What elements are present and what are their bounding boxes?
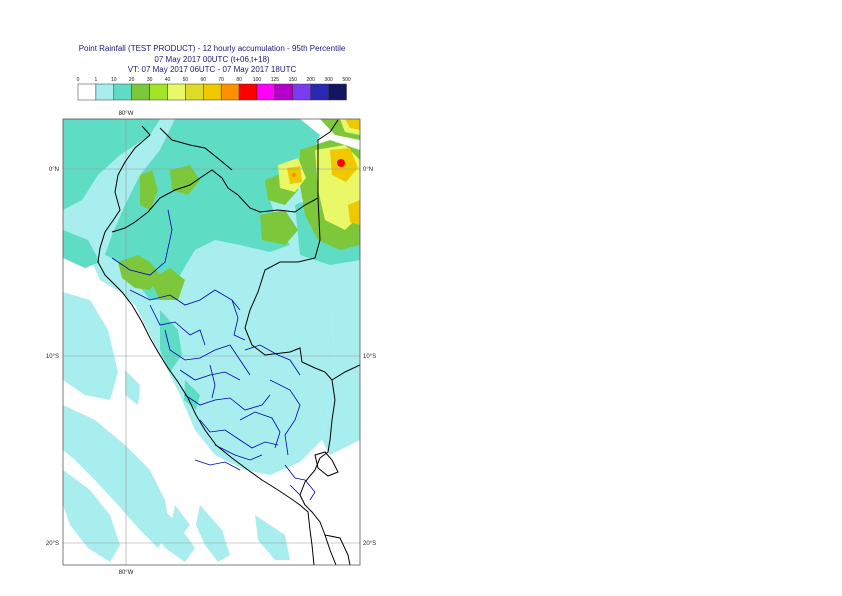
peru-bolivia-border bbox=[299, 457, 337, 565]
legend-threshold-label: 60 bbox=[201, 77, 207, 83]
legend-threshold-label: 1 bbox=[95, 77, 98, 83]
right-latitude-label-0: 0°N bbox=[363, 167, 373, 173]
chile-bolivia-border bbox=[324, 534, 351, 565]
legend-threshold-label: 40 bbox=[165, 77, 171, 83]
legend-threshold-label: 0 bbox=[77, 77, 80, 83]
bottom-longitude-label: 80°W bbox=[119, 570, 134, 576]
legend-threshold-label: 125 bbox=[271, 77, 280, 83]
rainfall-field-red bbox=[291, 159, 345, 178]
left-latitude-label-0: 0°N bbox=[49, 167, 59, 173]
legend-threshold-label: 150 bbox=[289, 77, 298, 83]
map-frame bbox=[62, 118, 361, 566]
coastline bbox=[97, 125, 315, 565]
left-latitude-label-20s: 20°S bbox=[46, 541, 59, 547]
left-latitude-label-10s: 10°S bbox=[46, 354, 59, 360]
top-longitude-label: 80°W bbox=[119, 111, 134, 117]
legend-threshold-label: 500 bbox=[342, 77, 351, 83]
legend-swatch-14 bbox=[328, 83, 347, 101]
legend-threshold-label: 30 bbox=[147, 77, 153, 83]
peru-brazil-border bbox=[244, 197, 336, 459]
legend-threshold-label: 300 bbox=[324, 77, 333, 83]
legend-threshold-label: 100 bbox=[253, 77, 262, 83]
map-title: Point Rainfall (TEST PRODUCT) - 12 hourl… bbox=[78, 44, 346, 53]
regional-boundaries bbox=[111, 209, 316, 506]
country-borders bbox=[97, 119, 360, 565]
colombia-ecuador-border bbox=[159, 127, 233, 171]
run-time: 07 May 2017 00UTC (t+06,t+18) bbox=[154, 55, 270, 64]
right-latitude-label-10s: 10°S bbox=[363, 354, 376, 360]
graticule bbox=[63, 119, 360, 565]
legend-threshold-label: 70 bbox=[218, 77, 224, 83]
color-scale-legend: 0 1 10 20 30 40 50 60 70 80 100 125 150 200 300 500 bbox=[77, 77, 351, 101]
legend-threshold-label: 50 bbox=[183, 77, 189, 83]
legend-threshold-label: 80 bbox=[236, 77, 242, 83]
legend-threshold-label: 20 bbox=[129, 77, 135, 83]
lake-titicaca bbox=[314, 451, 339, 477]
brazil-bolivia-border bbox=[331, 364, 360, 381]
right-latitude-label-20s: 20°S bbox=[363, 541, 376, 547]
legend-threshold-label: 200 bbox=[307, 77, 316, 83]
colombia-brazil-border bbox=[317, 119, 339, 198]
legend-threshold-label: 10 bbox=[111, 77, 117, 83]
validity-time: VT: 07 May 2017 06UTC - 07 May 2017 18UT… bbox=[127, 65, 297, 74]
ecuador-peru-border bbox=[111, 169, 319, 233]
